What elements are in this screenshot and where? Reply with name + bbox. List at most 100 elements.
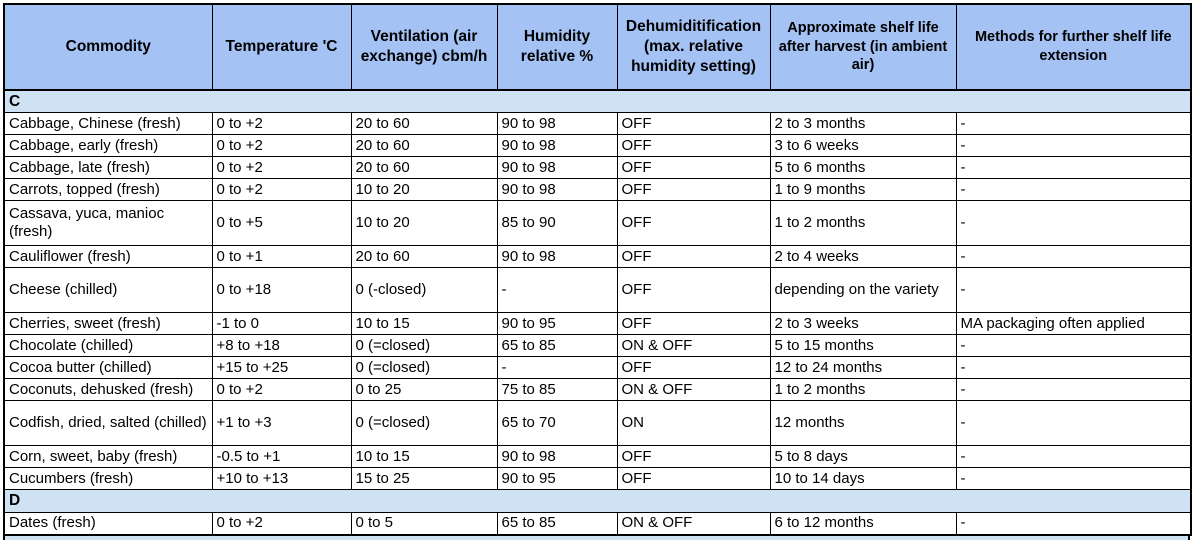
section-letter: C: [3, 89, 1192, 114]
cell-humidity: 90 to 98: [496, 134, 618, 158]
cell-ventilation: 15 to 25: [350, 467, 498, 491]
table-row: Cabbage, Chinese (fresh) 0 to +2 20 to 60 9…: [3, 112, 1192, 136]
cell-ventilation: 0 to 25: [350, 378, 498, 402]
table-row: Cabbage, early (fresh) 0 to +2 20 to 60 90 …: [3, 134, 1192, 158]
cell-commodity: Carrots, topped (fresh): [3, 178, 213, 202]
header-row: Commodity Temperature 'C Ventilation (air …: [3, 3, 1192, 91]
cell-extension-methods: -: [955, 112, 1192, 136]
cell-ventilation: 20 to 60: [350, 245, 498, 269]
cell-ventilation: 0 (-closed): [350, 267, 498, 314]
cell-temperature: 0 to +2: [211, 134, 352, 158]
cell-humidity: 90 to 98: [496, 112, 618, 136]
cell-ventilation: 10 to 20: [350, 200, 498, 247]
cell-shelf-life: 5 to 15 months: [769, 334, 957, 358]
cell-commodity: Dates (fresh): [3, 511, 213, 536]
table-row: Cheese (chilled) 0 to +18 0 (-closed) - OFF d…: [3, 267, 1192, 314]
cell-shelf-life: depending on the variety: [769, 267, 957, 314]
cell-commodity: Codfish, dried, salted (chilled): [3, 400, 213, 447]
table-row: Corn, sweet, baby (fresh) -0.5 to +1 10 to…: [3, 445, 1192, 469]
cell-extension-methods: -: [955, 245, 1192, 269]
cell-extension-methods: -: [955, 178, 1192, 202]
cell-temperature: -0.5 to +1: [211, 445, 352, 469]
cell-temperature: +15 to +25: [211, 356, 352, 380]
cell-humidity: 65 to 70: [496, 400, 618, 447]
table-row: Chocolate (chilled) +8 to +18 0 (=closed) 6…: [3, 334, 1192, 358]
cell-shelf-life: 5 to 6 months: [769, 156, 957, 180]
cell-temperature: 0 to +2: [211, 112, 352, 136]
column-header-humidity: Humidity relative %: [496, 3, 618, 91]
cell-shelf-life: 5 to 8 days: [769, 445, 957, 469]
table-row: Carrots, topped (fresh) 0 to +2 10 to 20 90…: [3, 178, 1192, 202]
cell-ventilation: 0 to 5: [350, 511, 498, 536]
cell-temperature: -1 to 0: [211, 312, 352, 336]
cell-temperature: 0 to +18: [211, 267, 352, 314]
cell-shelf-life: 3 to 6 weeks: [769, 134, 957, 158]
cell-humidity: 75 to 85: [496, 378, 618, 402]
cell-commodity: Cheese (chilled): [3, 267, 213, 314]
cell-dehumidification: OFF: [616, 178, 771, 202]
column-header-dehumidification: Dehumiditification (max. relative humidi…: [616, 3, 771, 91]
cell-shelf-life: 2 to 4 weeks: [769, 245, 957, 269]
commodity-storage-table: Commodity Temperature 'C Ventilation (air …: [3, 3, 1192, 536]
cell-dehumidification: OFF: [616, 200, 771, 247]
table-row: Cabbage, late (fresh) 0 to +2 20 to 60 90 t…: [3, 156, 1192, 180]
table-body: C Cabbage, Chinese (fresh) 0 to +2 20 to 60…: [3, 89, 1192, 536]
column-header-extension-methods: Methods for further shelf life extension: [955, 3, 1192, 91]
cell-ventilation: 20 to 60: [350, 134, 498, 158]
cell-commodity: Cabbage, Chinese (fresh): [3, 112, 213, 136]
section-letter: D: [3, 489, 1192, 513]
cell-humidity: 90 to 95: [496, 312, 618, 336]
cell-extension-methods: -: [955, 334, 1192, 358]
cell-dehumidification: OFF: [616, 312, 771, 336]
table-row: Cocoa butter (chilled) +15 to +25 0 (=clos…: [3, 356, 1192, 380]
cell-dehumidification: OFF: [616, 156, 771, 180]
cell-commodity: Chocolate (chilled): [3, 334, 213, 358]
cell-humidity: 90 to 98: [496, 445, 618, 469]
cell-commodity: Cauliflower (fresh): [3, 245, 213, 269]
cell-dehumidification: OFF: [616, 245, 771, 269]
cell-temperature: 0 to +2: [211, 156, 352, 180]
cell-shelf-life: 12 months: [769, 400, 957, 447]
cell-humidity: 90 to 95: [496, 467, 618, 491]
cell-temperature: 0 to +2: [211, 178, 352, 202]
cell-ventilation: 0 (=closed): [350, 334, 498, 358]
cell-shelf-life: 1 to 9 months: [769, 178, 957, 202]
cell-commodity: Cucumbers (fresh): [3, 467, 213, 491]
column-header-shelf-life: Approximate shelf life after harvest (in…: [769, 3, 957, 91]
cell-temperature: 0 to +5: [211, 200, 352, 247]
cell-dehumidification: ON & OFF: [616, 511, 771, 536]
cell-commodity: Corn, sweet, baby (fresh): [3, 445, 213, 469]
column-header-ventilation: Ventilation (air exchange) cbm/h: [350, 3, 498, 91]
cell-dehumidification: ON: [616, 400, 771, 447]
table-row: Cherries, sweet (fresh) -1 to 0 10 to 15 90…: [3, 312, 1192, 336]
table-row: Cucumbers (fresh) +10 to +13 15 to 25 90 to…: [3, 467, 1192, 491]
cell-commodity: Cocoa butter (chilled): [3, 356, 213, 380]
cell-dehumidification: ON & OFF: [616, 378, 771, 402]
cell-humidity: -: [496, 356, 618, 380]
cell-extension-methods: -: [955, 511, 1192, 536]
cell-humidity: 65 to 85: [496, 334, 618, 358]
section-row-d: D: [3, 489, 1192, 513]
cell-dehumidification: OFF: [616, 467, 771, 491]
cell-extension-methods: -: [955, 400, 1192, 447]
column-header-temperature: Temperature 'C: [211, 3, 352, 91]
cell-dehumidification: OFF: [616, 112, 771, 136]
table-row: Dates (fresh) 0 to +2 0 to 5 65 to 85 ON & O…: [3, 511, 1192, 536]
table-row: Codfish, dried, salted (chilled) +1 to +3…: [3, 400, 1192, 447]
cell-dehumidification: OFF: [616, 356, 771, 380]
cell-commodity: Cherries, sweet (fresh): [3, 312, 213, 336]
cell-shelf-life: 2 to 3 months: [769, 112, 957, 136]
cell-humidity: 65 to 85: [496, 511, 618, 536]
cell-shelf-life: 6 to 12 months: [769, 511, 957, 536]
table-wrap: Commodity Temperature 'C Ventilation (air …: [3, 3, 1192, 536]
cell-dehumidification: OFF: [616, 445, 771, 469]
cell-humidity: 90 to 98: [496, 178, 618, 202]
cell-shelf-life: 2 to 3 weeks: [769, 312, 957, 336]
cell-extension-methods: -: [955, 134, 1192, 158]
cell-ventilation: 20 to 60: [350, 112, 498, 136]
cell-extension-methods: -: [955, 200, 1192, 247]
section-row-c: C: [3, 89, 1192, 114]
cell-ventilation: 10 to 15: [350, 445, 498, 469]
cell-humidity: 90 to 98: [496, 156, 618, 180]
